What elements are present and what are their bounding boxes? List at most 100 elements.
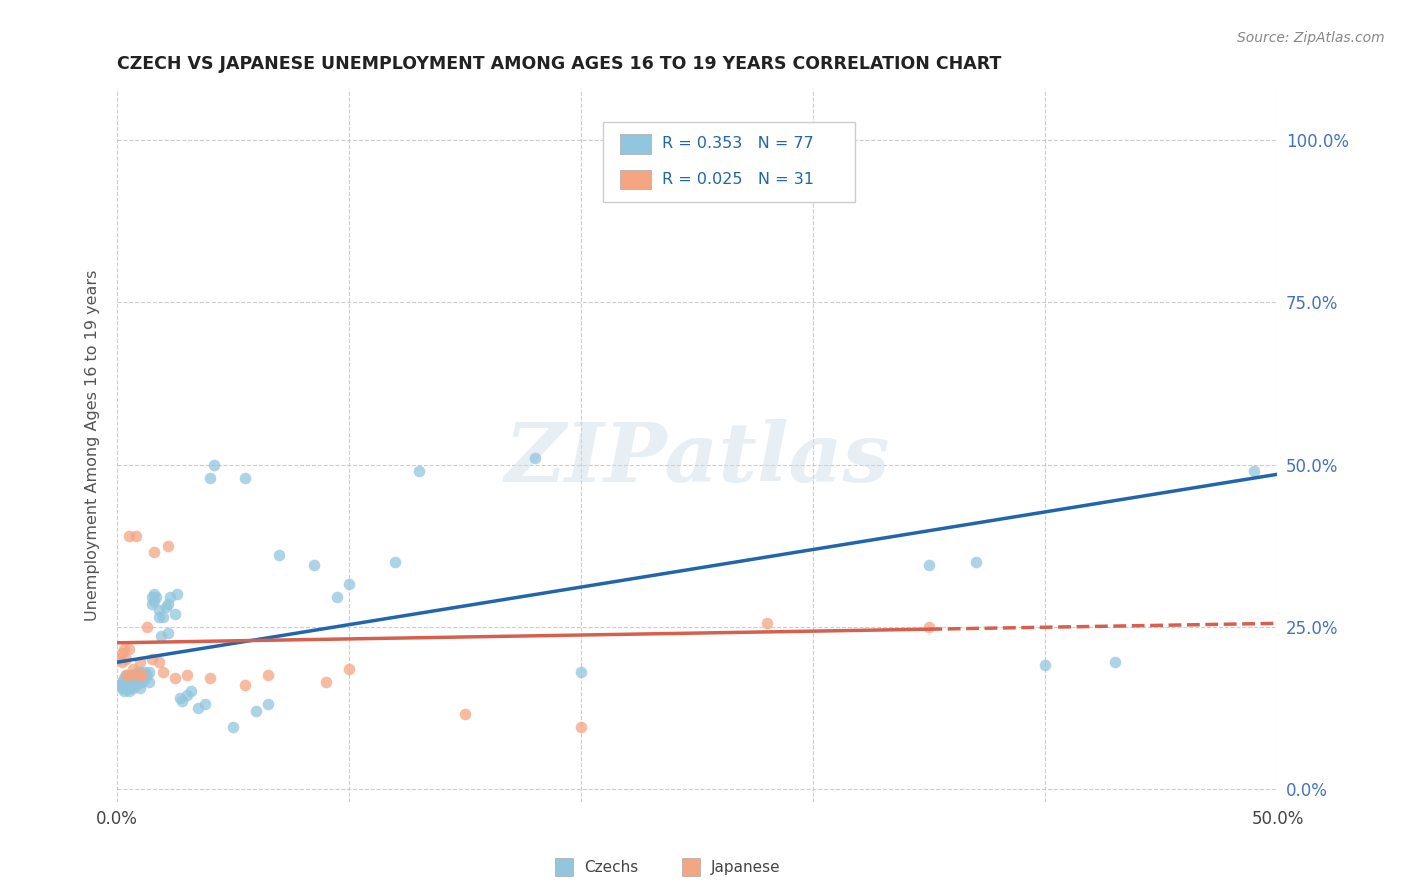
Y-axis label: Unemployment Among Ages 16 to 19 years: Unemployment Among Ages 16 to 19 years <box>86 269 100 621</box>
Point <box>117 674 139 689</box>
Point <box>108 678 131 692</box>
Point <box>134 665 156 679</box>
Point <box>170 694 193 708</box>
Point <box>152 610 174 624</box>
Point <box>169 690 191 705</box>
Point <box>159 591 181 605</box>
Point <box>129 674 152 689</box>
Point <box>129 665 152 679</box>
Point <box>120 668 142 682</box>
Point <box>124 668 146 682</box>
Point <box>127 672 149 686</box>
Point <box>141 597 163 611</box>
Text: Japanese: Japanese <box>711 860 780 874</box>
Point <box>176 688 198 702</box>
Point <box>269 549 291 563</box>
Point <box>120 668 142 682</box>
Point <box>122 678 145 692</box>
Point <box>124 674 146 689</box>
Point <box>138 674 160 689</box>
Point <box>141 591 163 605</box>
Point <box>134 672 156 686</box>
Point <box>110 681 132 695</box>
Point <box>143 545 166 559</box>
Text: CZECH VS JAPANESE UNEMPLOYMENT AMONG AGES 16 TO 19 YEARS CORRELATION CHART: CZECH VS JAPANESE UNEMPLOYMENT AMONG AGE… <box>117 55 1001 73</box>
Point <box>222 720 245 734</box>
Point <box>143 587 166 601</box>
Point <box>115 668 138 682</box>
Point <box>256 698 278 712</box>
Text: R = 0.353   N = 77: R = 0.353 N = 77 <box>662 136 814 152</box>
Point <box>157 626 180 640</box>
Point <box>198 672 221 686</box>
Point <box>1104 655 1126 669</box>
Point <box>129 681 152 695</box>
Point <box>180 684 202 698</box>
Point <box>150 629 173 643</box>
Point <box>115 668 138 682</box>
Point <box>1035 658 1057 673</box>
Point <box>176 668 198 682</box>
Point <box>112 672 135 686</box>
Point <box>163 607 186 621</box>
Point <box>122 681 145 695</box>
Point <box>136 668 159 682</box>
Point <box>337 577 360 591</box>
Point <box>108 652 131 666</box>
Point <box>755 616 778 631</box>
Point <box>110 646 132 660</box>
Point <box>384 555 406 569</box>
Point <box>233 470 256 484</box>
Point <box>148 655 170 669</box>
Point <box>187 700 209 714</box>
Point <box>131 674 153 689</box>
Point <box>194 698 217 712</box>
Point <box>112 684 135 698</box>
Text: ZIPatlas: ZIPatlas <box>505 419 890 500</box>
Point <box>129 672 152 686</box>
Point <box>304 558 326 572</box>
Point <box>117 529 139 543</box>
Point <box>115 681 138 695</box>
Point <box>127 665 149 679</box>
Point <box>163 672 186 686</box>
Point <box>112 642 135 657</box>
Point <box>569 665 592 679</box>
Point <box>157 539 180 553</box>
Point <box>408 464 430 478</box>
Point <box>115 652 138 666</box>
Point <box>315 674 337 689</box>
Point <box>115 672 138 686</box>
Point <box>965 555 987 569</box>
Point <box>152 665 174 679</box>
Point <box>124 529 146 543</box>
Point <box>122 662 145 676</box>
Point <box>141 652 163 666</box>
Point <box>523 451 546 466</box>
Point <box>120 672 142 686</box>
Point <box>136 619 159 633</box>
Point <box>117 684 139 698</box>
Point <box>145 591 167 605</box>
Point <box>117 642 139 657</box>
Point <box>110 674 132 689</box>
Point <box>337 662 360 676</box>
Point <box>122 668 145 682</box>
Point <box>166 587 188 601</box>
Point <box>204 458 226 472</box>
Point <box>112 678 135 692</box>
Point <box>127 668 149 682</box>
Point <box>131 668 153 682</box>
Point <box>918 619 941 633</box>
Point <box>131 668 153 682</box>
Point <box>120 678 142 692</box>
Point <box>117 681 139 695</box>
Point <box>569 720 592 734</box>
Point <box>138 665 160 679</box>
Point <box>117 678 139 692</box>
Point <box>326 591 349 605</box>
Point <box>143 593 166 607</box>
Text: Source: ZipAtlas.com: Source: ZipAtlas.com <box>1237 31 1385 45</box>
Point <box>129 655 152 669</box>
Point <box>198 470 221 484</box>
